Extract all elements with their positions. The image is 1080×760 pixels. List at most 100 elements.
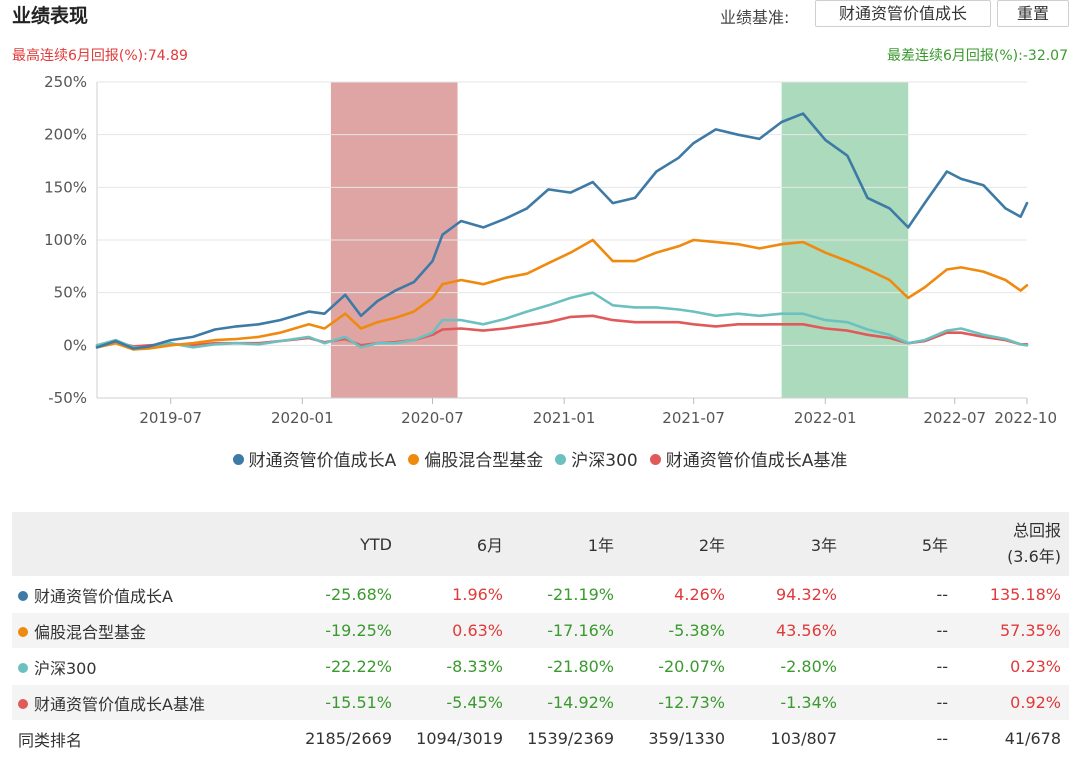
y-tick-label: 0% <box>63 336 87 354</box>
series-dot-icon <box>18 662 28 673</box>
header-3y: 3年 <box>733 512 845 577</box>
x-tick-label: 2022-01 <box>794 409 857 427</box>
header-6m: 6月 <box>400 512 511 577</box>
series-line-mixed <box>95 238 1029 351</box>
header-ytd: YTD <box>289 512 400 577</box>
row-value-cell: 43.56% <box>733 612 845 649</box>
performance-table: YTD 6月 1年 2年 3年 5年 总回报 (3.6年) 财通资管价值成长A -… <box>12 512 1069 757</box>
row-value-cell: -- <box>845 648 956 685</box>
y-tick-label: 200% <box>44 126 87 144</box>
legend-item[interactable]: 财通资管价值成长A基准 <box>649 446 848 471</box>
table-row: 财通资管价值成长A -25.68% 1.96% -21.19% 4.26% 94.32% -… <box>12 576 1069 613</box>
row-name-label: 同类排名 <box>18 730 83 750</box>
row-value-cell: 0.63% <box>400 612 511 649</box>
row-value-cell: 103/807 <box>733 720 845 757</box>
row-value-cell: -15.51% <box>289 684 400 721</box>
table-row: 同类排名 2185/2669 1094/3019 1539/2369 359/1330 1… <box>12 720 1069 757</box>
row-value-cell: -19.25% <box>289 612 400 649</box>
legend-item[interactable]: 沪深300 <box>555 446 638 471</box>
legend-item[interactable]: 财通资管价值成长A <box>232 446 397 471</box>
row-value-cell: 41/678 <box>956 720 1069 757</box>
row-value-cell: -20.07% <box>622 648 733 685</box>
row-value-cell: 359/1330 <box>622 720 733 757</box>
row-value-cell: -1.34% <box>733 684 845 721</box>
row-value-cell: -21.19% <box>511 576 622 613</box>
chart-legend: 财通资管价值成长A 偏股混合型基金 沪深300 财通资管价值成长A基准 <box>0 446 1080 471</box>
header-total: 总回报 (3.6年) <box>956 512 1069 577</box>
row-name-label: 财通资管价值成长A <box>34 586 173 606</box>
row-value-cell: -2.80% <box>733 648 845 685</box>
legend-label: 财通资管价值成长A <box>248 451 397 471</box>
table-row: 沪深300 -22.22% -8.33% -21.80% -20.07% -2.80% --… <box>12 648 1069 685</box>
row-name-label: 沪深300 <box>34 658 97 678</box>
row-value-cell: -- <box>845 684 956 721</box>
row-value-cell: 0.92% <box>956 684 1069 721</box>
table-row: 偏股混合型基金 -19.25% 0.63% -17.16% -5.38% 43.56% --… <box>12 612 1069 649</box>
row-name-label: 财通资管价值成长A基准 <box>34 694 205 714</box>
row-value-cell: -- <box>845 576 956 613</box>
legend-label: 偏股混合型基金 <box>424 451 544 471</box>
x-tick-label: 2022-10 <box>994 409 1057 427</box>
reset-button[interactable]: 重置 <box>997 0 1069 27</box>
max-6m-return-label: 最高连续6月回报(%):74.89 <box>12 48 188 64</box>
row-value-cell: -5.38% <box>622 612 733 649</box>
row-value-cell: -- <box>845 612 956 649</box>
legend-dot-icon <box>555 454 567 465</box>
x-tick-label: 2020-07 <box>401 409 464 427</box>
y-tick-label: 50% <box>54 284 87 302</box>
table-row: 财通资管价值成长A基准 -15.51% -5.45% -14.92% -12.73% -1… <box>12 684 1069 721</box>
x-tick-label: 2020-01 <box>271 409 334 427</box>
row-value-cell: 2185/2669 <box>289 720 400 757</box>
row-value-cell: 1094/3019 <box>400 720 511 757</box>
header-1y: 1年 <box>511 512 622 577</box>
series-line-fund <box>95 112 1029 350</box>
series-line-hs300 <box>95 291 1029 349</box>
row-name-cell: 财通资管价值成长A <box>12 576 289 613</box>
header-5y: 5年 <box>845 512 956 577</box>
row-value-cell: -21.80% <box>511 648 622 685</box>
row-name-cell: 同类排名 <box>12 720 289 757</box>
row-value-cell: -8.33% <box>400 648 511 685</box>
y-tick-label: 100% <box>44 231 87 249</box>
series-dot-icon <box>18 698 28 709</box>
x-tick-label: 2021-07 <box>662 409 725 427</box>
row-value-cell: -14.92% <box>511 684 622 721</box>
min-6m-return-label: 最差连续6月回报(%):-32.07 <box>887 48 1068 64</box>
x-tick-label: 2022-07 <box>923 409 986 427</box>
row-name-cell: 沪深300 <box>12 648 289 685</box>
performance-line-chart: -50% 0% 50% 100% 150% 200% 250% 2019-07 2020-01 2… <box>44 73 1057 427</box>
header-total-label: 总回报 <box>1012 521 1061 540</box>
row-value-cell: 94.32% <box>733 576 845 613</box>
benchmark-label: 业绩基准: <box>720 8 790 27</box>
row-value-cell: 1539/2369 <box>511 720 622 757</box>
row-value-cell: 1.96% <box>400 576 511 613</box>
benchmark-select-button[interactable]: 财通资管价值成长 <box>815 0 991 27</box>
header-name <box>12 512 289 577</box>
y-tick-label: 150% <box>44 178 87 196</box>
row-name-label: 偏股混合型基金 <box>34 622 147 642</box>
row-value-cell: -5.45% <box>400 684 511 721</box>
row-value-cell: -25.68% <box>289 576 400 613</box>
row-name-cell: 偏股混合型基金 <box>12 612 289 649</box>
row-value-cell: 135.18% <box>956 576 1069 613</box>
legend-label: 财通资管价值成长A基准 <box>665 451 848 471</box>
row-value-cell: 0.23% <box>956 648 1069 685</box>
legend-dot-icon <box>649 454 661 465</box>
row-name-cell: 财通资管价值成长A基准 <box>12 684 289 721</box>
row-value-cell: -22.22% <box>289 648 400 685</box>
legend-dot-icon <box>232 454 244 465</box>
y-tick-label: -50% <box>48 389 87 407</box>
y-tick-label: 250% <box>44 73 87 91</box>
row-value-cell: 4.26% <box>622 576 733 613</box>
series-dot-icon <box>18 626 28 637</box>
row-value-cell: -- <box>845 720 956 757</box>
legend-item[interactable]: 偏股混合型基金 <box>408 446 543 471</box>
x-tick-label: 2019-07 <box>139 409 202 427</box>
row-value-cell: 57.35% <box>956 612 1069 649</box>
series-dot-icon <box>18 590 28 601</box>
legend-label: 沪深300 <box>571 451 638 471</box>
table-header-row: YTD 6月 1年 2年 3年 5年 总回报 (3.6年) <box>12 512 1069 577</box>
row-value-cell: -12.73% <box>622 684 733 721</box>
header-total-period: (3.6年) <box>1007 547 1061 566</box>
section-title: 业绩表现 <box>12 5 89 27</box>
